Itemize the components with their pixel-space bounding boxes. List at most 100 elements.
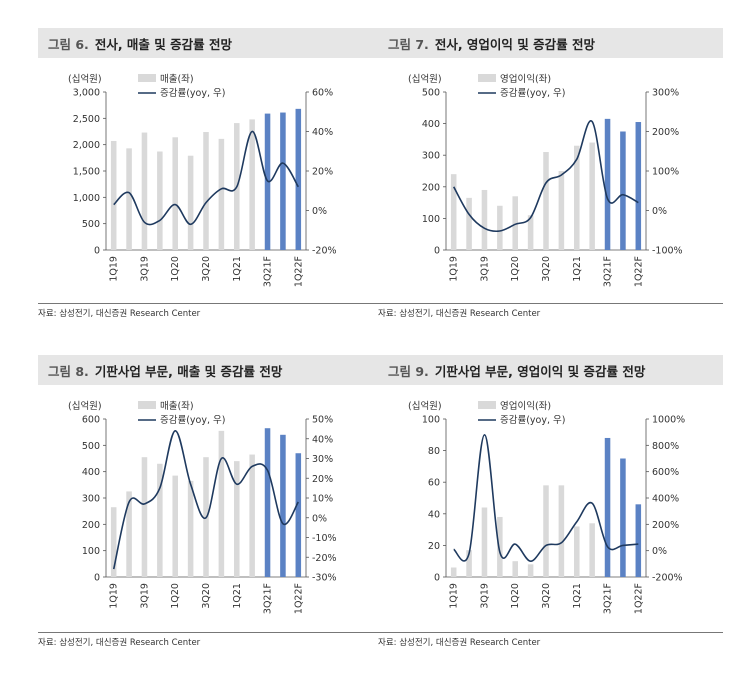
y2-tick-label: 800% bbox=[652, 441, 679, 452]
legend-bar-label: 영업이익(좌) bbox=[500, 400, 551, 412]
bar-2Q19 bbox=[466, 550, 472, 577]
y-tick-label: 40 bbox=[428, 509, 440, 520]
figure-label: 그림 6. bbox=[48, 36, 89, 52]
x-tick-label: 3Q20 bbox=[541, 583, 552, 609]
source-divider bbox=[38, 632, 383, 633]
bar-3Q20 bbox=[543, 485, 549, 577]
y-tick-label: 1,000 bbox=[73, 193, 100, 204]
y-tick-label: 300 bbox=[422, 151, 440, 162]
chart-svg: (십억원) 매출(좌) 증감률(yoy, 우) 0 500 1,000 1,500 2,000… bbox=[68, 73, 337, 287]
y-tick-label: 0 bbox=[94, 246, 100, 257]
y2-tick-label: 300% bbox=[652, 88, 679, 99]
bar-4Q21F bbox=[620, 131, 626, 250]
source-divider bbox=[378, 632, 723, 633]
x-tick-label: 1Q19 bbox=[449, 583, 460, 609]
bar-4Q19 bbox=[497, 516, 503, 577]
y2-tick-label: 60% bbox=[312, 88, 333, 99]
bar-4Q21F bbox=[620, 458, 626, 577]
unit-label: (십억원) bbox=[68, 400, 102, 412]
x-tick-label: 1Q20 bbox=[170, 583, 181, 609]
y-tick-label: 400 bbox=[82, 467, 100, 478]
x-tick-label: 1Q19 bbox=[109, 583, 120, 609]
y2-tick-label: 100% bbox=[652, 167, 679, 178]
yoy-line bbox=[453, 120, 639, 233]
bar-1Q20 bbox=[512, 561, 518, 577]
x-tick-label: 1Q19 bbox=[109, 256, 120, 282]
unit-label: (십억원) bbox=[408, 73, 442, 85]
source-divider bbox=[378, 303, 723, 304]
legend-line-label: 증감률(yoy, 우) bbox=[160, 414, 225, 426]
bar-1Q22F bbox=[295, 108, 302, 250]
chart-title: 기판사업 부문, 매출 및 증감률 전망 bbox=[94, 363, 283, 379]
bar-1Q20 bbox=[512, 196, 518, 250]
source-divider bbox=[38, 303, 383, 304]
legend-bar-label: 매출(좌) bbox=[160, 74, 194, 85]
bar-3Q21F bbox=[604, 118, 611, 250]
y-tick-label: 100 bbox=[422, 214, 440, 225]
x-tick-label: 1Q20 bbox=[510, 256, 521, 282]
y2-tick-label: -20% bbox=[312, 246, 337, 257]
bar-1Q22F bbox=[295, 453, 302, 577]
chart-panel-8: 그림 8. 기판사업 부문, 매출 및 증감률 전망 (십억원) 매출(좌) 증감률… bbox=[38, 355, 383, 648]
y2-tick-label: 40% bbox=[312, 434, 333, 445]
bar-2Q21 bbox=[589, 523, 595, 577]
y2-tick-label: 200% bbox=[652, 127, 679, 138]
yoy-line bbox=[112, 429, 299, 570]
legend-bar-label: 매출(좌) bbox=[160, 401, 194, 412]
y-tick-label: 300 bbox=[82, 494, 100, 505]
bar-1Q19 bbox=[110, 140, 117, 250]
bar-3Q20 bbox=[543, 152, 549, 250]
unit-label: (십억원) bbox=[68, 73, 102, 85]
bar-1Q22F bbox=[635, 122, 642, 250]
source-note: 자료: 삼성전기, 대신증권 Research Center bbox=[378, 638, 541, 648]
x-tick-label: 3Q21F bbox=[263, 583, 274, 614]
bar-2Q19 bbox=[126, 491, 132, 577]
x-tick-label: 1Q22F bbox=[633, 583, 644, 614]
x-tick-label: 3Q21F bbox=[603, 256, 614, 287]
y-tick-label: 100 bbox=[422, 415, 440, 426]
bar-4Q21F bbox=[280, 434, 286, 577]
bar-3Q21F bbox=[264, 428, 271, 577]
figure-label: 그림 8. bbox=[48, 363, 89, 379]
y2-tick-label: 0% bbox=[312, 513, 327, 524]
x-tick-label: 1Q20 bbox=[510, 583, 521, 609]
y2-tick-label: 50% bbox=[312, 415, 333, 426]
y-tick-label: 500 bbox=[82, 219, 100, 230]
bar-3Q19 bbox=[141, 132, 148, 250]
y2-tick-label: 10% bbox=[312, 494, 333, 505]
x-tick-label: 1Q21 bbox=[572, 583, 583, 609]
bar-3Q21F bbox=[604, 437, 611, 577]
chart-panel-7: 그림 7. 전사, 영업이익 및 증감률 전망 (십억원) 영업이익(좌) 증감률(… bbox=[378, 28, 723, 320]
yoy-line bbox=[453, 433, 639, 563]
legend-bar-swatch bbox=[478, 401, 496, 409]
legend-bar-label: 영업이익(좌) bbox=[500, 73, 551, 85]
y2-tick-label: -10% bbox=[312, 533, 337, 544]
figure-label: 그림 7. bbox=[388, 36, 429, 52]
y-tick-label: 2,000 bbox=[73, 140, 100, 151]
panel-header: 그림 6. 전사, 매출 및 증감률 전망 bbox=[38, 28, 383, 58]
x-tick-label: 3Q21F bbox=[263, 256, 274, 287]
bar-4Q20 bbox=[218, 430, 225, 577]
y-tick-label: 20 bbox=[428, 541, 440, 552]
panel-header: 그림 8. 기판사업 부문, 매출 및 증감률 전망 bbox=[38, 355, 383, 385]
y2-tick-label: 40% bbox=[312, 127, 333, 138]
x-tick-label: 1Q22F bbox=[293, 256, 304, 287]
x-tick-label: 1Q21 bbox=[232, 583, 243, 609]
y2-tick-label: 0% bbox=[312, 206, 327, 217]
y-tick-label: 500 bbox=[82, 441, 100, 452]
chart-title: 전사, 영업이익 및 증감률 전망 bbox=[434, 36, 595, 52]
legend-bar-swatch bbox=[138, 401, 156, 409]
bar-2Q20 bbox=[187, 480, 194, 577]
bar-4Q20 bbox=[558, 485, 565, 577]
legend-line-label: 증감률(yoy, 우) bbox=[500, 87, 565, 99]
y-tick-label: 100 bbox=[82, 546, 100, 557]
bar-3Q19 bbox=[481, 189, 488, 250]
y2-tick-label: 600% bbox=[652, 467, 679, 478]
source-note: 자료: 삼성전기, 대신증권 Research Center bbox=[378, 309, 541, 319]
bar-2Q21 bbox=[249, 454, 255, 577]
bar-2Q19 bbox=[466, 197, 472, 250]
bar-1Q22F bbox=[635, 504, 642, 577]
yoy-line bbox=[113, 130, 299, 226]
bar-1Q19 bbox=[110, 507, 117, 577]
y2-tick-label: 200% bbox=[652, 520, 679, 531]
